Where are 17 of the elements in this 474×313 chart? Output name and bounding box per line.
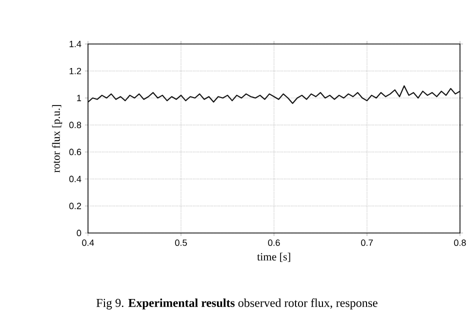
x-tick-label: 0.6	[268, 240, 280, 246]
x-tick-label: 0.5	[175, 240, 187, 246]
caption: Fig 9. Experimental results observed rotor flux, response	[96, 298, 378, 310]
y-tick-label: 0.2	[69, 202, 82, 210]
y-tick-label: 1.2	[70, 68, 82, 74]
x-tick-label: 0.8	[454, 240, 466, 246]
y-tick-label: 0.4	[69, 176, 82, 182]
y-tick-label: 0.8	[69, 122, 82, 128]
y-tick-label: 1	[77, 94, 82, 102]
y-tick-label: 0.6	[69, 148, 82, 156]
x-tick-label: 0.7	[361, 240, 373, 246]
x-tick-label: 0.4	[82, 240, 94, 246]
y-axis-title: rotor flux [p.u.]	[52, 105, 62, 172]
x-axis-title: time [s]	[257, 252, 290, 262]
line-series	[88, 85, 460, 104]
y-tick-label: 0	[76, 230, 82, 236]
y-tick-label: 1.4	[70, 40, 82, 48]
